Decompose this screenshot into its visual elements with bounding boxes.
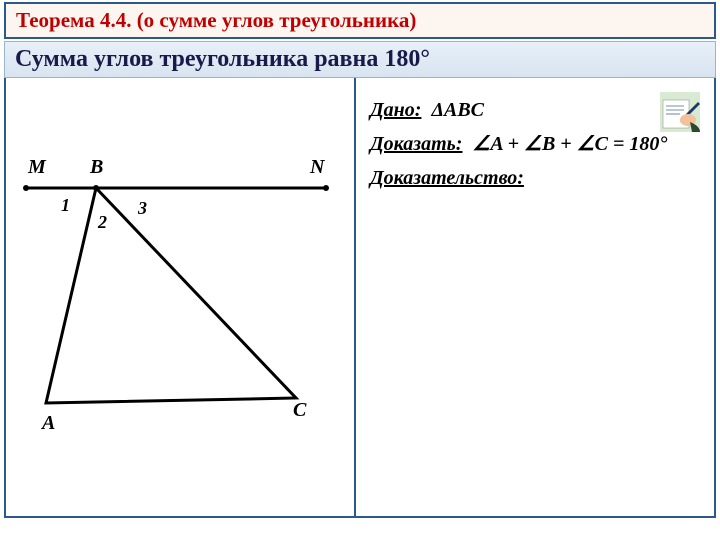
prove-label: Доказать:: [370, 133, 462, 155]
point-label-m: M: [28, 156, 46, 179]
point-label-b: B: [90, 156, 103, 179]
writing-hand-icon: [660, 92, 700, 132]
prove-line: Доказать: ∠A + ∠B + ∠C = 180°: [370, 130, 700, 158]
point-label-a: A: [42, 412, 55, 435]
proof-label-line: Доказательство:: [370, 164, 700, 192]
proof-panel: Дано: ΔABC Доказать: ∠A + ∠B + ∠C = 180°…: [356, 78, 714, 516]
angle-label-1: 1: [61, 195, 70, 216]
angle-label-2: 2: [98, 212, 107, 233]
given-line: Дано: ΔABC: [370, 96, 700, 124]
proof-label: Доказательство:: [370, 167, 524, 189]
triangle-diagram: [6, 78, 356, 518]
given-label: Дано:: [370, 99, 421, 121]
angle-label-3: 3: [138, 198, 147, 219]
theorem-statement-bar: Сумма углов треугольника равна 180°: [4, 41, 716, 78]
prove-value: ∠A + ∠B + ∠C = 180°: [472, 133, 667, 155]
theorem-statement: Сумма углов треугольника равна 180°: [15, 46, 430, 72]
theorem-title: Теорема 4.4. (о сумме углов треугольника…: [16, 8, 416, 32]
point-label-c: C: [293, 399, 306, 422]
given-value: ΔABC: [431, 99, 484, 121]
point-label-n: N: [310, 156, 324, 179]
content-area: M B N A C 1 2 3 Дано: ΔABC Доказать: ∠A …: [4, 78, 716, 518]
diagram-panel: M B N A C 1 2 3: [6, 78, 356, 516]
theorem-title-bar: Теорема 4.4. (о сумме углов треугольника…: [4, 2, 716, 39]
